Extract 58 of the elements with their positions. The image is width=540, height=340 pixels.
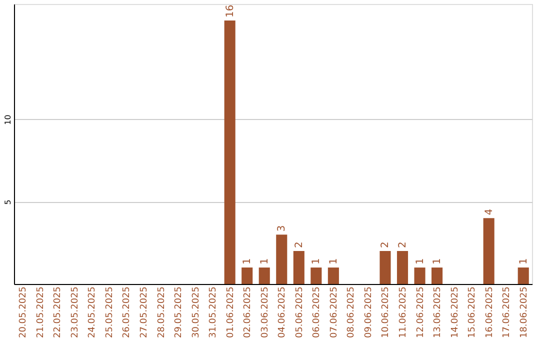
data-label: 1: [518, 258, 530, 265]
bar: [224, 20, 236, 284]
x-tick-label: 08.06.2025: [346, 286, 357, 338]
x-tick-label: 10.06.2025: [381, 286, 392, 338]
x-tick-label: 04.06.2025: [278, 286, 288, 338]
y-tick-label: 5: [4, 200, 12, 205]
x-tick-label: 31.05.2025: [208, 286, 219, 338]
x-tick-label: 26.05.2025: [122, 286, 132, 338]
data-label: 1: [432, 258, 444, 265]
x-tick-label: 27.05.2025: [140, 286, 150, 338]
x-tick-label: 25.05.2025: [104, 286, 115, 338]
x-tick-label: 22.05.2025: [53, 286, 64, 338]
x-tick-label: 29.05.2025: [174, 286, 184, 338]
x-tick-label: 14.06.2025: [450, 286, 460, 338]
x-tick-label: 11.06.2025: [398, 286, 408, 338]
x-tick-label: 09.06.2025: [364, 286, 374, 338]
x-tick-label: 05.06.2025: [294, 286, 305, 338]
x-tick-label: 20.05.2025: [18, 286, 29, 338]
x-tick-label: 07.06.2025: [329, 286, 340, 338]
bar: [293, 251, 304, 284]
x-tick-label: 18.06.2025: [519, 286, 530, 338]
x-tick-label: 24.05.2025: [88, 286, 98, 338]
data-label: 2: [398, 242, 408, 248]
x-tick-label: 06.06.2025: [312, 286, 322, 338]
x-tick-label: 03.06.2025: [260, 286, 270, 338]
data-label: 1: [242, 258, 254, 265]
y-tick-label: 10: [4, 114, 12, 125]
x-tick-label: 01.06.2025: [226, 286, 236, 338]
bar: [518, 268, 529, 284]
data-label: 1: [328, 258, 340, 265]
data-label: 2: [294, 242, 305, 248]
data-label: 1: [311, 258, 322, 265]
data-label: 3: [276, 225, 288, 232]
bar: [310, 268, 322, 284]
data-label: 2: [380, 242, 392, 248]
data-label: 16: [224, 4, 236, 18]
x-tick-label: 15.06.2025: [468, 286, 478, 338]
bar: [396, 251, 408, 284]
x-tick-label: 30.05.2025: [191, 286, 202, 338]
x-tick-label: 17.06.2025: [502, 286, 512, 338]
x-tick-label: 13.06.2025: [433, 286, 444, 338]
data-label: 1: [414, 258, 426, 265]
bar: [258, 268, 270, 284]
x-tick-label: 21.05.2025: [36, 286, 46, 338]
x-tick-label: 28.05.2025: [156, 286, 167, 338]
data-label: 1: [259, 258, 270, 265]
x-tick-label: 23.05.2025: [70, 286, 80, 338]
bar: [242, 268, 253, 284]
bar: [328, 268, 339, 284]
bar: [432, 268, 443, 284]
bar: [380, 251, 391, 284]
bar: [483, 218, 494, 284]
bar: [276, 234, 288, 284]
data-label: 4: [484, 208, 495, 216]
x-tick-label: 12.06.2025: [416, 286, 426, 338]
x-tick-label: 02.06.2025: [243, 286, 254, 338]
bar: [414, 268, 426, 284]
x-tick-label: 16.06.2025: [484, 286, 495, 338]
